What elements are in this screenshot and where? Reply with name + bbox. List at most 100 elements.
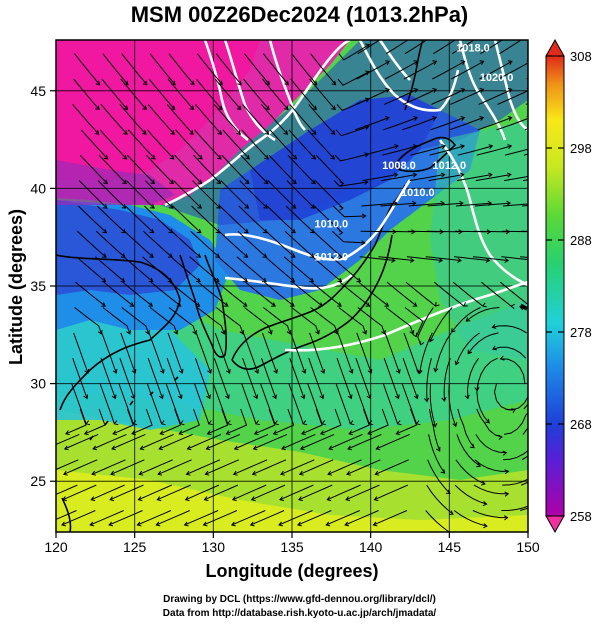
wind-arrowhead — [541, 400, 545, 404]
wind-streamline — [434, 332, 452, 372]
wind-streamline — [475, 434, 507, 454]
wind-streamline — [335, 126, 369, 137]
wind-streamline — [358, 281, 389, 307]
wind-streamline — [150, 281, 182, 307]
wind-arrowhead — [157, 470, 163, 476]
wind-streamline — [64, 433, 99, 450]
wind-streamline — [474, 202, 511, 207]
wind-streamline — [92, 433, 127, 450]
wind-arrowhead — [480, 33, 484, 37]
wind-arrowhead — [301, 368, 307, 374]
wind-streamline — [385, 307, 414, 335]
wind-streamline — [260, 383, 276, 424]
wind-streamline — [356, 332, 372, 374]
wind-arrowhead — [111, 394, 117, 400]
wind-streamline — [326, 510, 360, 526]
wind-arrowhead — [198, 154, 203, 160]
wind-streamline — [147, 358, 164, 399]
wind-arrowhead — [409, 329, 415, 335]
wind-streamline — [192, 180, 221, 209]
wind-streamline — [479, 60, 513, 80]
wind-arrowhead — [113, 420, 119, 426]
wind-arrowhead — [263, 179, 269, 185]
wind-streamline — [145, 154, 174, 184]
x-tick-label: 135 — [280, 539, 304, 555]
wind-arrowhead — [159, 430, 165, 436]
wind-streamline — [344, 510, 379, 526]
wind-arrowhead — [290, 302, 295, 307]
wind-streamline — [501, 505, 528, 511]
wind-arrowhead — [328, 445, 334, 451]
wind-arrowhead — [412, 144, 418, 150]
wind-arrowhead — [519, 305, 524, 311]
wind-streamline — [253, 433, 288, 450]
wind-streamline — [243, 332, 259, 374]
wind-arrowhead — [217, 130, 223, 135]
wind-arrowhead — [239, 329, 245, 335]
wind-streamline — [137, 510, 172, 526]
wind-arrowhead — [485, 418, 490, 424]
wind-arrowhead — [384, 302, 390, 307]
wind-streamline — [381, 174, 417, 182]
wind-streamline — [476, 357, 498, 391]
wind-streamline — [378, 256, 414, 261]
wind-streamline — [194, 358, 211, 399]
wind-streamline — [312, 256, 342, 282]
wind-arrowhead — [101, 253, 107, 258]
wind-streamline — [244, 53, 270, 86]
wind-arrowhead — [384, 116, 390, 121]
wind-arrowhead — [103, 179, 109, 185]
colorbar-tick-label: 308 — [570, 49, 592, 64]
contour-label: 1018.0 — [456, 43, 490, 55]
wind-streamline — [112, 408, 134, 435]
wind-streamline — [383, 117, 418, 131]
wind-streamline — [142, 256, 173, 282]
wind-streamline — [250, 510, 285, 526]
wind-arrowhead — [226, 368, 231, 374]
colorbar-max-arrow — [545, 38, 565, 57]
wind-streamline — [406, 256, 443, 261]
wind-streamline — [503, 449, 528, 461]
wind-arrowhead — [374, 470, 380, 476]
wind-arrowhead — [465, 317, 471, 322]
wind-arrowhead — [112, 368, 118, 374]
wind-arrowhead — [131, 368, 137, 374]
wind-streamline — [408, 202, 445, 207]
wind-arrowhead — [536, 145, 540, 149]
wind-streamline — [430, 117, 465, 131]
wind-streamline — [120, 332, 136, 374]
wind-streamline — [206, 433, 240, 450]
wind-streamline — [138, 484, 172, 501]
wind-streamline — [127, 154, 155, 184]
wind-arrowhead — [503, 515, 509, 521]
wind-arrowhead — [325, 521, 331, 527]
wind-arrowhead — [189, 130, 194, 135]
wind-arrowhead — [315, 329, 320, 335]
wind-arrowhead — [479, 88, 485, 93]
wind-streamline — [72, 104, 100, 135]
wind-streamline — [480, 40, 504, 55]
wind-streamline — [102, 307, 131, 335]
wind-arrowhead — [245, 154, 251, 160]
wind-arrowhead — [290, 277, 296, 283]
wind-arrowhead — [202, 521, 208, 527]
wind-arrowhead — [363, 179, 369, 185]
wind-streamline — [195, 78, 223, 110]
wind-arrowhead — [532, 370, 536, 374]
wind-arrowhead — [393, 172, 399, 178]
wind-streamline — [466, 357, 480, 399]
wind-arrowhead — [395, 430, 401, 436]
wind-streamline — [110, 459, 145, 475]
wind-streamline — [497, 90, 528, 105]
colorbar-tick-label: 298 — [570, 141, 592, 156]
wind-arrowhead — [432, 33, 436, 37]
wind-streamline — [427, 202, 463, 207]
wind-arrowhead — [533, 258, 537, 262]
wind-arrowhead — [348, 368, 354, 374]
wind-streamline — [383, 358, 400, 399]
wind-arrowhead — [391, 257, 396, 263]
wind-arrowhead — [463, 302, 468, 307]
wind-arrowhead — [508, 33, 512, 37]
wind-streamline — [451, 40, 475, 55]
wind-streamline — [261, 332, 278, 374]
